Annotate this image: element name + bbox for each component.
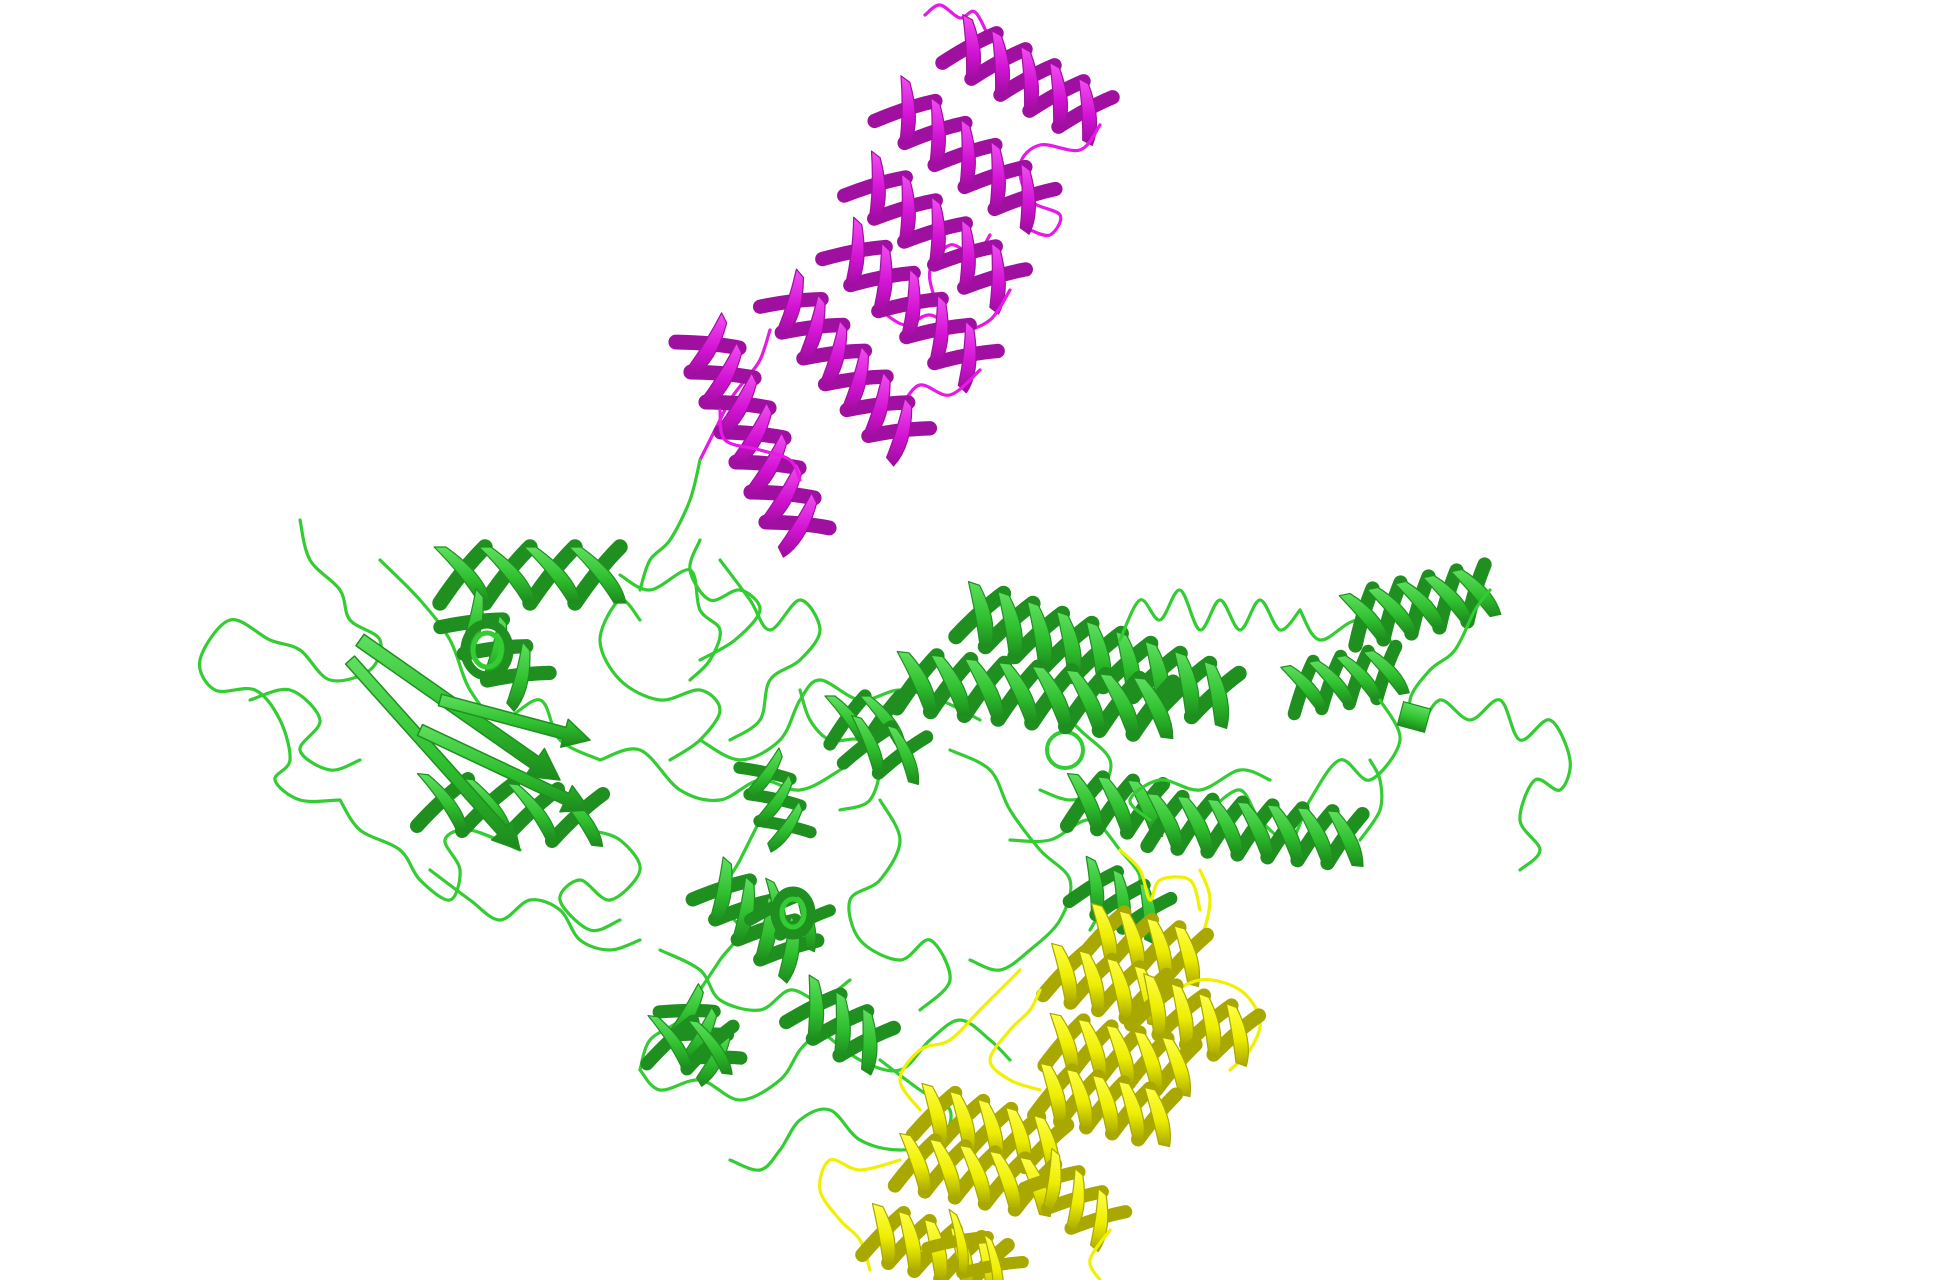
green-helix-c8 [640, 1014, 740, 1076]
green-helix-end-on [770, 886, 816, 940]
green-coil-center-4 [638, 1028, 822, 1102]
green-helix-right-1 [1338, 557, 1502, 653]
magenta-helical-domain [668, 3, 1120, 558]
green-beta-strand-2 [344, 655, 521, 851]
yellow-coil-end [1088, 1228, 1112, 1280]
green-beta-strand-3 [437, 693, 591, 748]
green-helix-lower-right [1140, 789, 1370, 871]
magenta-coil-top [923, 3, 992, 42]
green-protein-chain [197, 458, 1572, 1172]
green-coil-left-4 [248, 687, 362, 772]
green-coil-upper-wave [1118, 588, 1302, 642]
yellow-helix-10 [921, 1208, 1029, 1280]
green-coil-left-9 [428, 868, 642, 952]
yellow-helix-8 [1017, 1147, 1133, 1253]
green-coil-right-tail [1418, 698, 1572, 872]
green-coil-left-1 [197, 518, 383, 804]
green-loop-ring [1045, 730, 1085, 770]
yellow-coil-inner [898, 968, 1022, 1112]
yellow-coil-top-1 [1118, 848, 1202, 912]
green-coil-top-left [618, 568, 722, 682]
magenta-helix-5 [752, 268, 938, 467]
green-coil-bridge-1 [598, 738, 882, 802]
magenta-coil-6 [718, 408, 802, 482]
yellow-coil-bottom-left [818, 1157, 902, 1272]
green-helix-long-2 [889, 648, 1181, 742]
green-helix-end-on-left-inner [470, 630, 504, 670]
green-short-strand [1396, 701, 1432, 733]
green-helix-c4 [1059, 770, 1171, 840]
green-helix-c2 [836, 714, 934, 786]
green-helix-top-left [432, 539, 628, 611]
magenta-helix-1 [935, 13, 1120, 147]
yellow-helix-3 [1123, 973, 1267, 1067]
green-helix-c9 [733, 747, 817, 853]
yellow-helix-7 [887, 1132, 1063, 1218]
green-beta-strand-4 [416, 723, 591, 813]
yellow-helix-2 [1036, 942, 1174, 1028]
green-coil-left-5 [598, 598, 722, 762]
green-coil-to-magenta [638, 458, 702, 592]
magenta-helix-4 [815, 216, 1005, 394]
yellow-helical-domain [818, 848, 1267, 1280]
green-helix-end-on-inner [779, 896, 807, 930]
green-coil-lower-right-2 [1128, 768, 1272, 822]
yellow-helix-6 [905, 1082, 1075, 1178]
magenta-helix-3 [837, 150, 1033, 315]
green-coil-center-5 [818, 1018, 1012, 1073]
green-coil-right-link [1408, 588, 1492, 732]
green-coil-center-7 [948, 748, 1073, 972]
magenta-helix-2 [867, 75, 1063, 235]
green-coil-center-6 [847, 798, 952, 1012]
green-coil-left-8 [558, 828, 642, 933]
green-coil-lower-right [1358, 758, 1384, 842]
green-coil-right-3 [1208, 698, 1402, 843]
green-helix-end-on-left [460, 619, 514, 681]
green-helix-right-2 [1280, 639, 1410, 721]
green-helix-long-1 [948, 580, 1247, 730]
yellow-helix-5 [1027, 1062, 1183, 1148]
yellow-coil-left [988, 988, 1042, 1092]
green-coil-left-7 [718, 558, 822, 742]
magenta-coil-5 [698, 328, 772, 462]
green-helix-c6 [779, 974, 901, 1076]
green-coil-center-3 [638, 818, 762, 1072]
